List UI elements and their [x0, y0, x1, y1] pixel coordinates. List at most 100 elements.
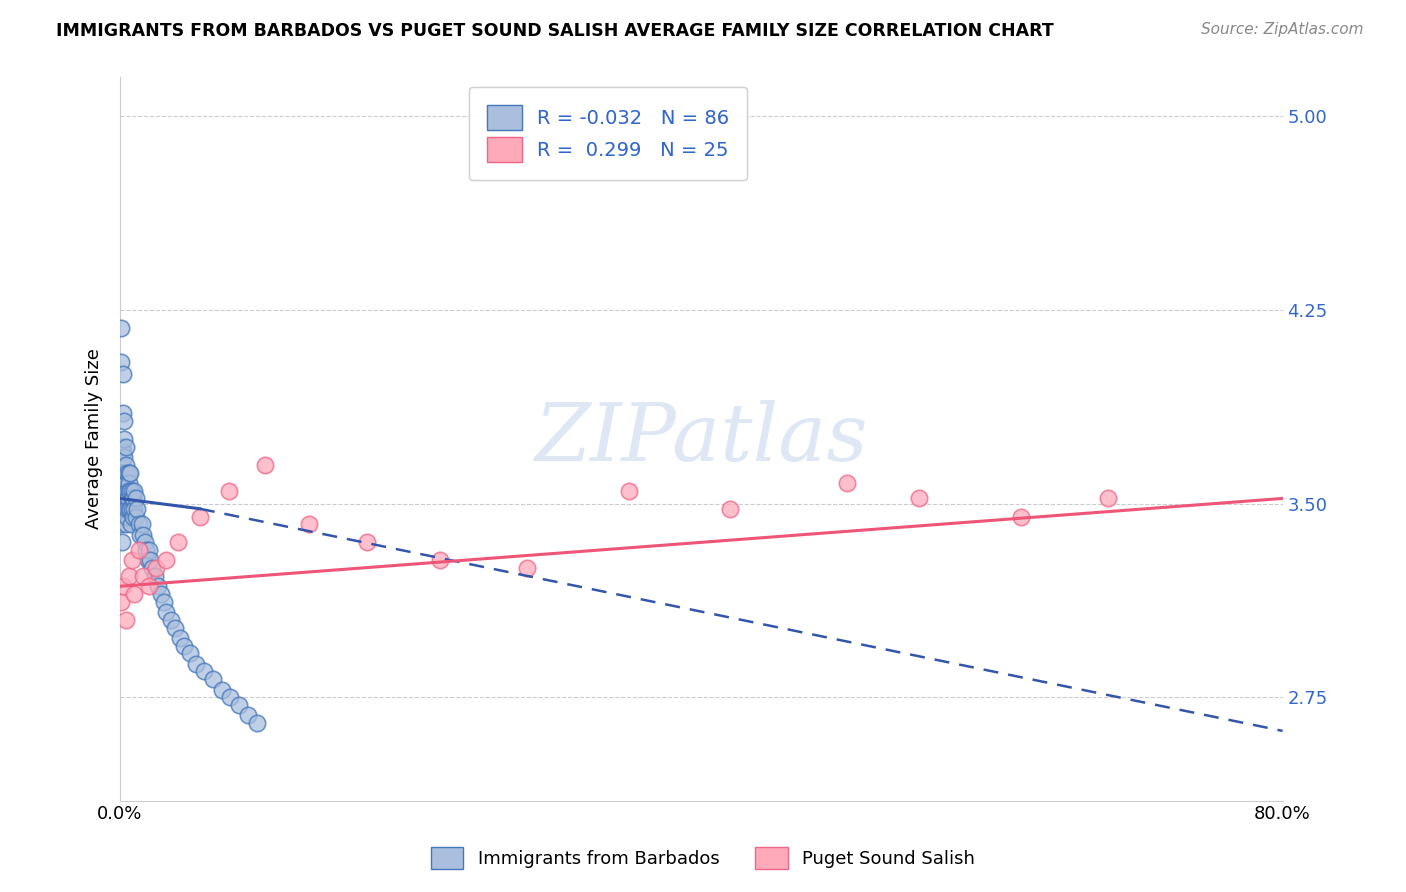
- Point: [111, 368, 134, 382]
- Point: [165, 621, 187, 635]
- Point: [179, 647, 201, 661]
- Point: [120, 483, 142, 498]
- Point: [120, 466, 142, 480]
- Point: [110, 321, 132, 335]
- Point: [111, 458, 134, 472]
- Point: [110, 509, 132, 524]
- Point: [188, 509, 211, 524]
- Point: [124, 483, 146, 498]
- Point: [120, 501, 142, 516]
- Point: [115, 483, 138, 498]
- Point: [139, 553, 162, 567]
- Point: [112, 501, 135, 516]
- Legend: Immigrants from Barbados, Puget Sound Salish: Immigrants from Barbados, Puget Sound Sa…: [422, 838, 984, 879]
- Point: [114, 440, 136, 454]
- Point: [219, 690, 242, 705]
- Point: [835, 475, 858, 490]
- Y-axis label: Average Family Size: Average Family Size: [86, 349, 103, 530]
- Point: [211, 682, 233, 697]
- Point: [111, 475, 134, 490]
- Point: [617, 483, 640, 498]
- Point: [118, 466, 141, 480]
- Point: [111, 440, 134, 454]
- Text: Source: ZipAtlas.com: Source: ZipAtlas.com: [1201, 22, 1364, 37]
- Point: [152, 595, 174, 609]
- Point: [110, 497, 132, 511]
- Point: [111, 535, 134, 549]
- Point: [124, 587, 146, 601]
- Point: [236, 708, 259, 723]
- Point: [167, 535, 190, 549]
- Point: [110, 501, 132, 516]
- Point: [155, 553, 177, 567]
- Point: [160, 613, 183, 627]
- Point: [149, 587, 172, 601]
- Point: [218, 483, 240, 498]
- Point: [120, 517, 142, 532]
- Point: [114, 491, 136, 506]
- Point: [128, 543, 150, 558]
- Point: [1010, 509, 1032, 524]
- Point: [112, 414, 135, 428]
- Point: [173, 639, 195, 653]
- Point: [146, 579, 169, 593]
- Point: [110, 595, 132, 609]
- Point: [114, 483, 136, 498]
- Point: [111, 491, 134, 506]
- Point: [122, 509, 145, 524]
- Point: [114, 475, 136, 490]
- Point: [128, 517, 150, 532]
- Point: [114, 501, 136, 516]
- Point: [112, 497, 135, 511]
- Text: ZIPatlas: ZIPatlas: [534, 401, 868, 478]
- Point: [110, 517, 132, 532]
- Point: [112, 483, 135, 498]
- Point: [143, 569, 166, 583]
- Point: [118, 475, 141, 490]
- Point: [135, 543, 157, 558]
- Point: [118, 569, 141, 583]
- Point: [115, 466, 138, 480]
- Point: [136, 553, 159, 567]
- Point: [121, 553, 143, 567]
- Point: [118, 483, 141, 498]
- Point: [111, 445, 134, 459]
- Point: [121, 491, 143, 506]
- Point: [114, 517, 136, 532]
- Point: [112, 466, 135, 480]
- Point: [254, 458, 277, 472]
- Point: [112, 450, 135, 464]
- Point: [245, 716, 267, 731]
- Point: [193, 665, 215, 679]
- Point: [111, 579, 134, 593]
- Point: [138, 543, 160, 558]
- Point: [115, 501, 138, 516]
- Point: [112, 483, 135, 498]
- Point: [114, 466, 136, 480]
- Point: [132, 569, 155, 583]
- Point: [121, 501, 143, 516]
- Point: [356, 535, 378, 549]
- Point: [112, 432, 135, 446]
- Point: [131, 517, 153, 532]
- Point: [111, 501, 134, 516]
- Text: IMMIGRANTS FROM BARBADOS VS PUGET SOUND SALISH AVERAGE FAMILY SIZE CORRELATION C: IMMIGRANTS FROM BARBADOS VS PUGET SOUND …: [56, 22, 1054, 40]
- Point: [121, 483, 143, 498]
- Point: [516, 561, 538, 575]
- Point: [115, 475, 138, 490]
- Point: [145, 561, 167, 575]
- Point: [125, 491, 148, 506]
- Point: [298, 517, 321, 532]
- Point: [118, 501, 141, 516]
- Point: [141, 561, 163, 575]
- Point: [184, 657, 207, 671]
- Point: [718, 501, 741, 516]
- Point: [114, 613, 136, 627]
- Point: [110, 483, 132, 498]
- Point: [111, 471, 134, 485]
- Point: [129, 527, 152, 541]
- Legend: R = -0.032   N = 86, R =  0.299   N = 25: R = -0.032 N = 86, R = 0.299 N = 25: [470, 87, 747, 180]
- Point: [110, 354, 132, 368]
- Point: [134, 535, 156, 549]
- Point: [228, 698, 250, 712]
